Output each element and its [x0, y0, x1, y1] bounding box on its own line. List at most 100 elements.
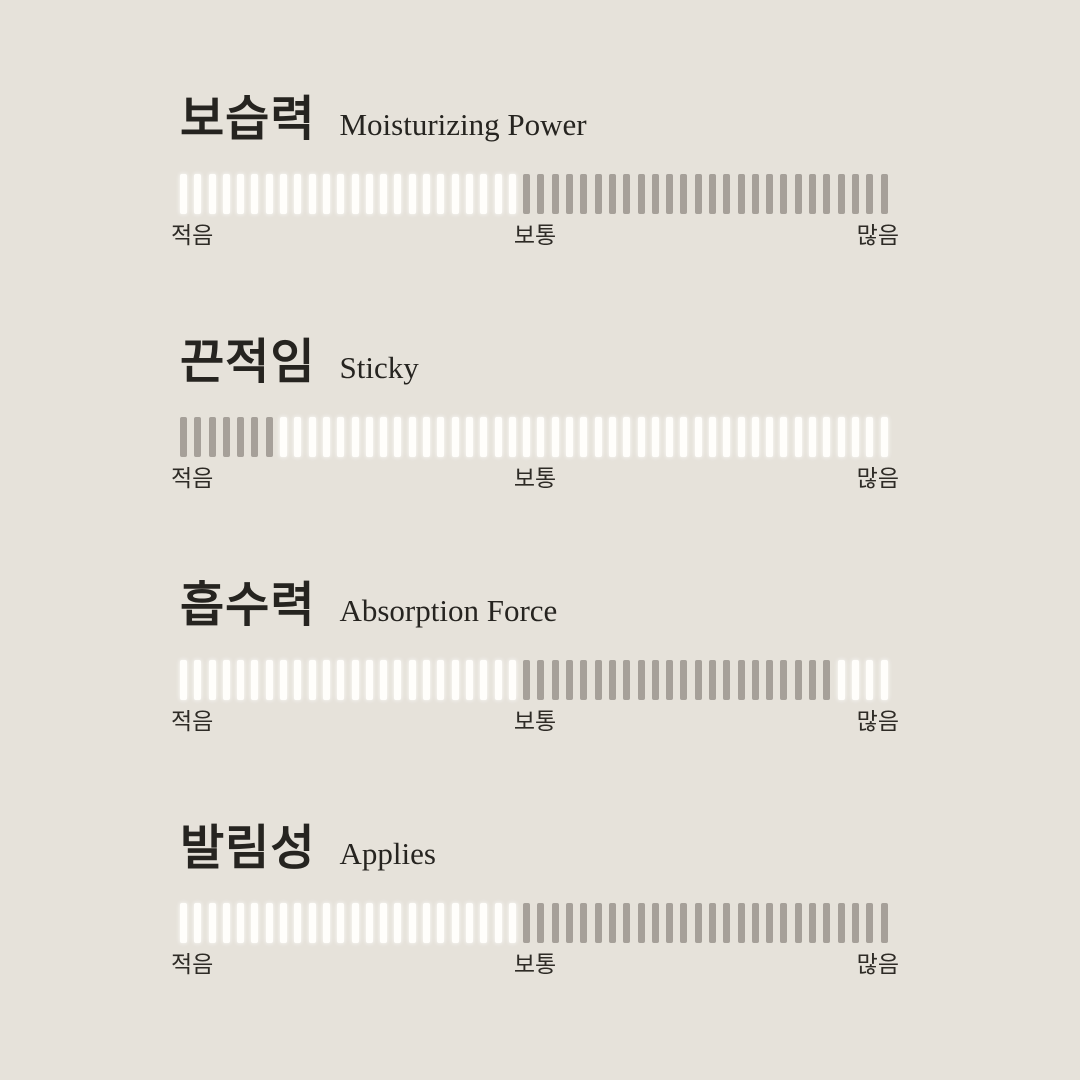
tick-empty — [508, 174, 516, 214]
tick-filled — [723, 660, 731, 700]
tick-filled — [551, 660, 559, 700]
tick-filled — [637, 660, 645, 700]
tick-empty — [594, 417, 602, 457]
tick-empty — [608, 417, 616, 457]
tick-empty — [280, 903, 288, 943]
tick-filled — [780, 660, 788, 700]
tick-empty — [322, 660, 330, 700]
scale-label-mid: 보통 — [513, 465, 557, 491]
tick-filled — [523, 660, 531, 700]
tick-empty — [451, 903, 459, 943]
tick-filled — [666, 903, 674, 943]
tick-empty — [337, 174, 345, 214]
tick-filled — [680, 174, 688, 214]
tick-empty — [180, 174, 187, 214]
tick-empty — [351, 174, 359, 214]
tick-filled — [794, 174, 802, 214]
tick-filled — [737, 660, 745, 700]
tick-empty — [280, 660, 288, 700]
tick-empty — [222, 174, 230, 214]
tick-empty — [423, 903, 431, 943]
tick-filled — [823, 660, 831, 700]
scale-label-mid: 보통 — [513, 708, 557, 734]
rating-section: 흡수력 Absorption Force 적음 보통 많음 — [171, 582, 900, 734]
tick-filled — [666, 660, 674, 700]
tick-empty — [723, 417, 731, 457]
rating-tick-bar — [180, 417, 888, 457]
tick-empty — [809, 417, 817, 457]
tick-empty — [480, 174, 488, 214]
tick-filled — [180, 417, 187, 457]
tick-empty — [494, 903, 502, 943]
tick-empty — [380, 417, 388, 457]
tick-empty — [222, 903, 230, 943]
tick-filled — [666, 174, 674, 214]
tick-filled — [694, 903, 702, 943]
tick-empty — [794, 417, 802, 457]
tick-empty — [208, 174, 216, 214]
tick-empty — [265, 660, 273, 700]
tick-empty — [551, 417, 559, 457]
tick-filled — [551, 174, 559, 214]
tick-empty — [337, 903, 345, 943]
tick-filled — [694, 174, 702, 214]
tick-filled — [723, 174, 731, 214]
tick-empty — [380, 903, 388, 943]
tick-filled — [265, 417, 273, 457]
tick-filled — [566, 174, 574, 214]
tick-filled — [823, 174, 831, 214]
tick-empty — [208, 903, 216, 943]
tick-empty — [465, 903, 473, 943]
tick-empty — [322, 174, 330, 214]
scale-label-high: 많음 — [856, 708, 899, 734]
tick-empty — [237, 660, 245, 700]
tick-empty — [308, 660, 316, 700]
tick-filled — [837, 174, 845, 214]
scale-label-high: 많음 — [856, 222, 899, 248]
tick-empty — [837, 417, 845, 457]
tick-empty — [394, 174, 402, 214]
tick-empty — [480, 660, 488, 700]
section-title-korean: 발림성 — [180, 822, 316, 875]
tick-empty — [308, 174, 316, 214]
tick-empty — [480, 417, 488, 457]
tick-filled — [737, 903, 745, 943]
tick-empty — [365, 417, 373, 457]
tick-filled — [594, 174, 602, 214]
tick-empty — [351, 417, 359, 457]
tick-filled — [766, 660, 774, 700]
tick-empty — [251, 174, 259, 214]
tick-empty — [408, 174, 416, 214]
tick-filled — [623, 174, 631, 214]
tick-empty — [265, 174, 273, 214]
tick-filled — [780, 174, 788, 214]
tick-filled — [566, 660, 574, 700]
tick-empty — [637, 417, 645, 457]
tick-filled — [780, 903, 788, 943]
section-header: 끈적임 Sticky — [180, 339, 900, 387]
tick-filled — [751, 660, 759, 700]
tick-empty — [365, 903, 373, 943]
tick-filled — [608, 660, 616, 700]
tick-filled — [809, 174, 817, 214]
tick-filled — [809, 660, 817, 700]
tick-empty — [866, 660, 874, 700]
tick-empty — [351, 903, 359, 943]
tick-filled — [851, 903, 859, 943]
tick-empty — [194, 660, 202, 700]
tick-empty — [180, 660, 187, 700]
tick-empty — [666, 417, 674, 457]
rating-panel: 보습력 Moisturizing Power 적음 보통 많음 끈적임 Stic… — [171, 96, 900, 977]
tick-empty — [880, 417, 888, 457]
tick-empty — [437, 174, 445, 214]
tick-empty — [237, 903, 245, 943]
tick-empty — [451, 174, 459, 214]
tick-filled — [523, 174, 531, 214]
tick-empty — [408, 660, 416, 700]
tick-filled — [823, 903, 831, 943]
scale-label-low: 적음 — [171, 951, 214, 977]
tick-empty — [480, 903, 488, 943]
tick-empty — [222, 660, 230, 700]
tick-empty — [465, 660, 473, 700]
tick-empty — [708, 417, 716, 457]
